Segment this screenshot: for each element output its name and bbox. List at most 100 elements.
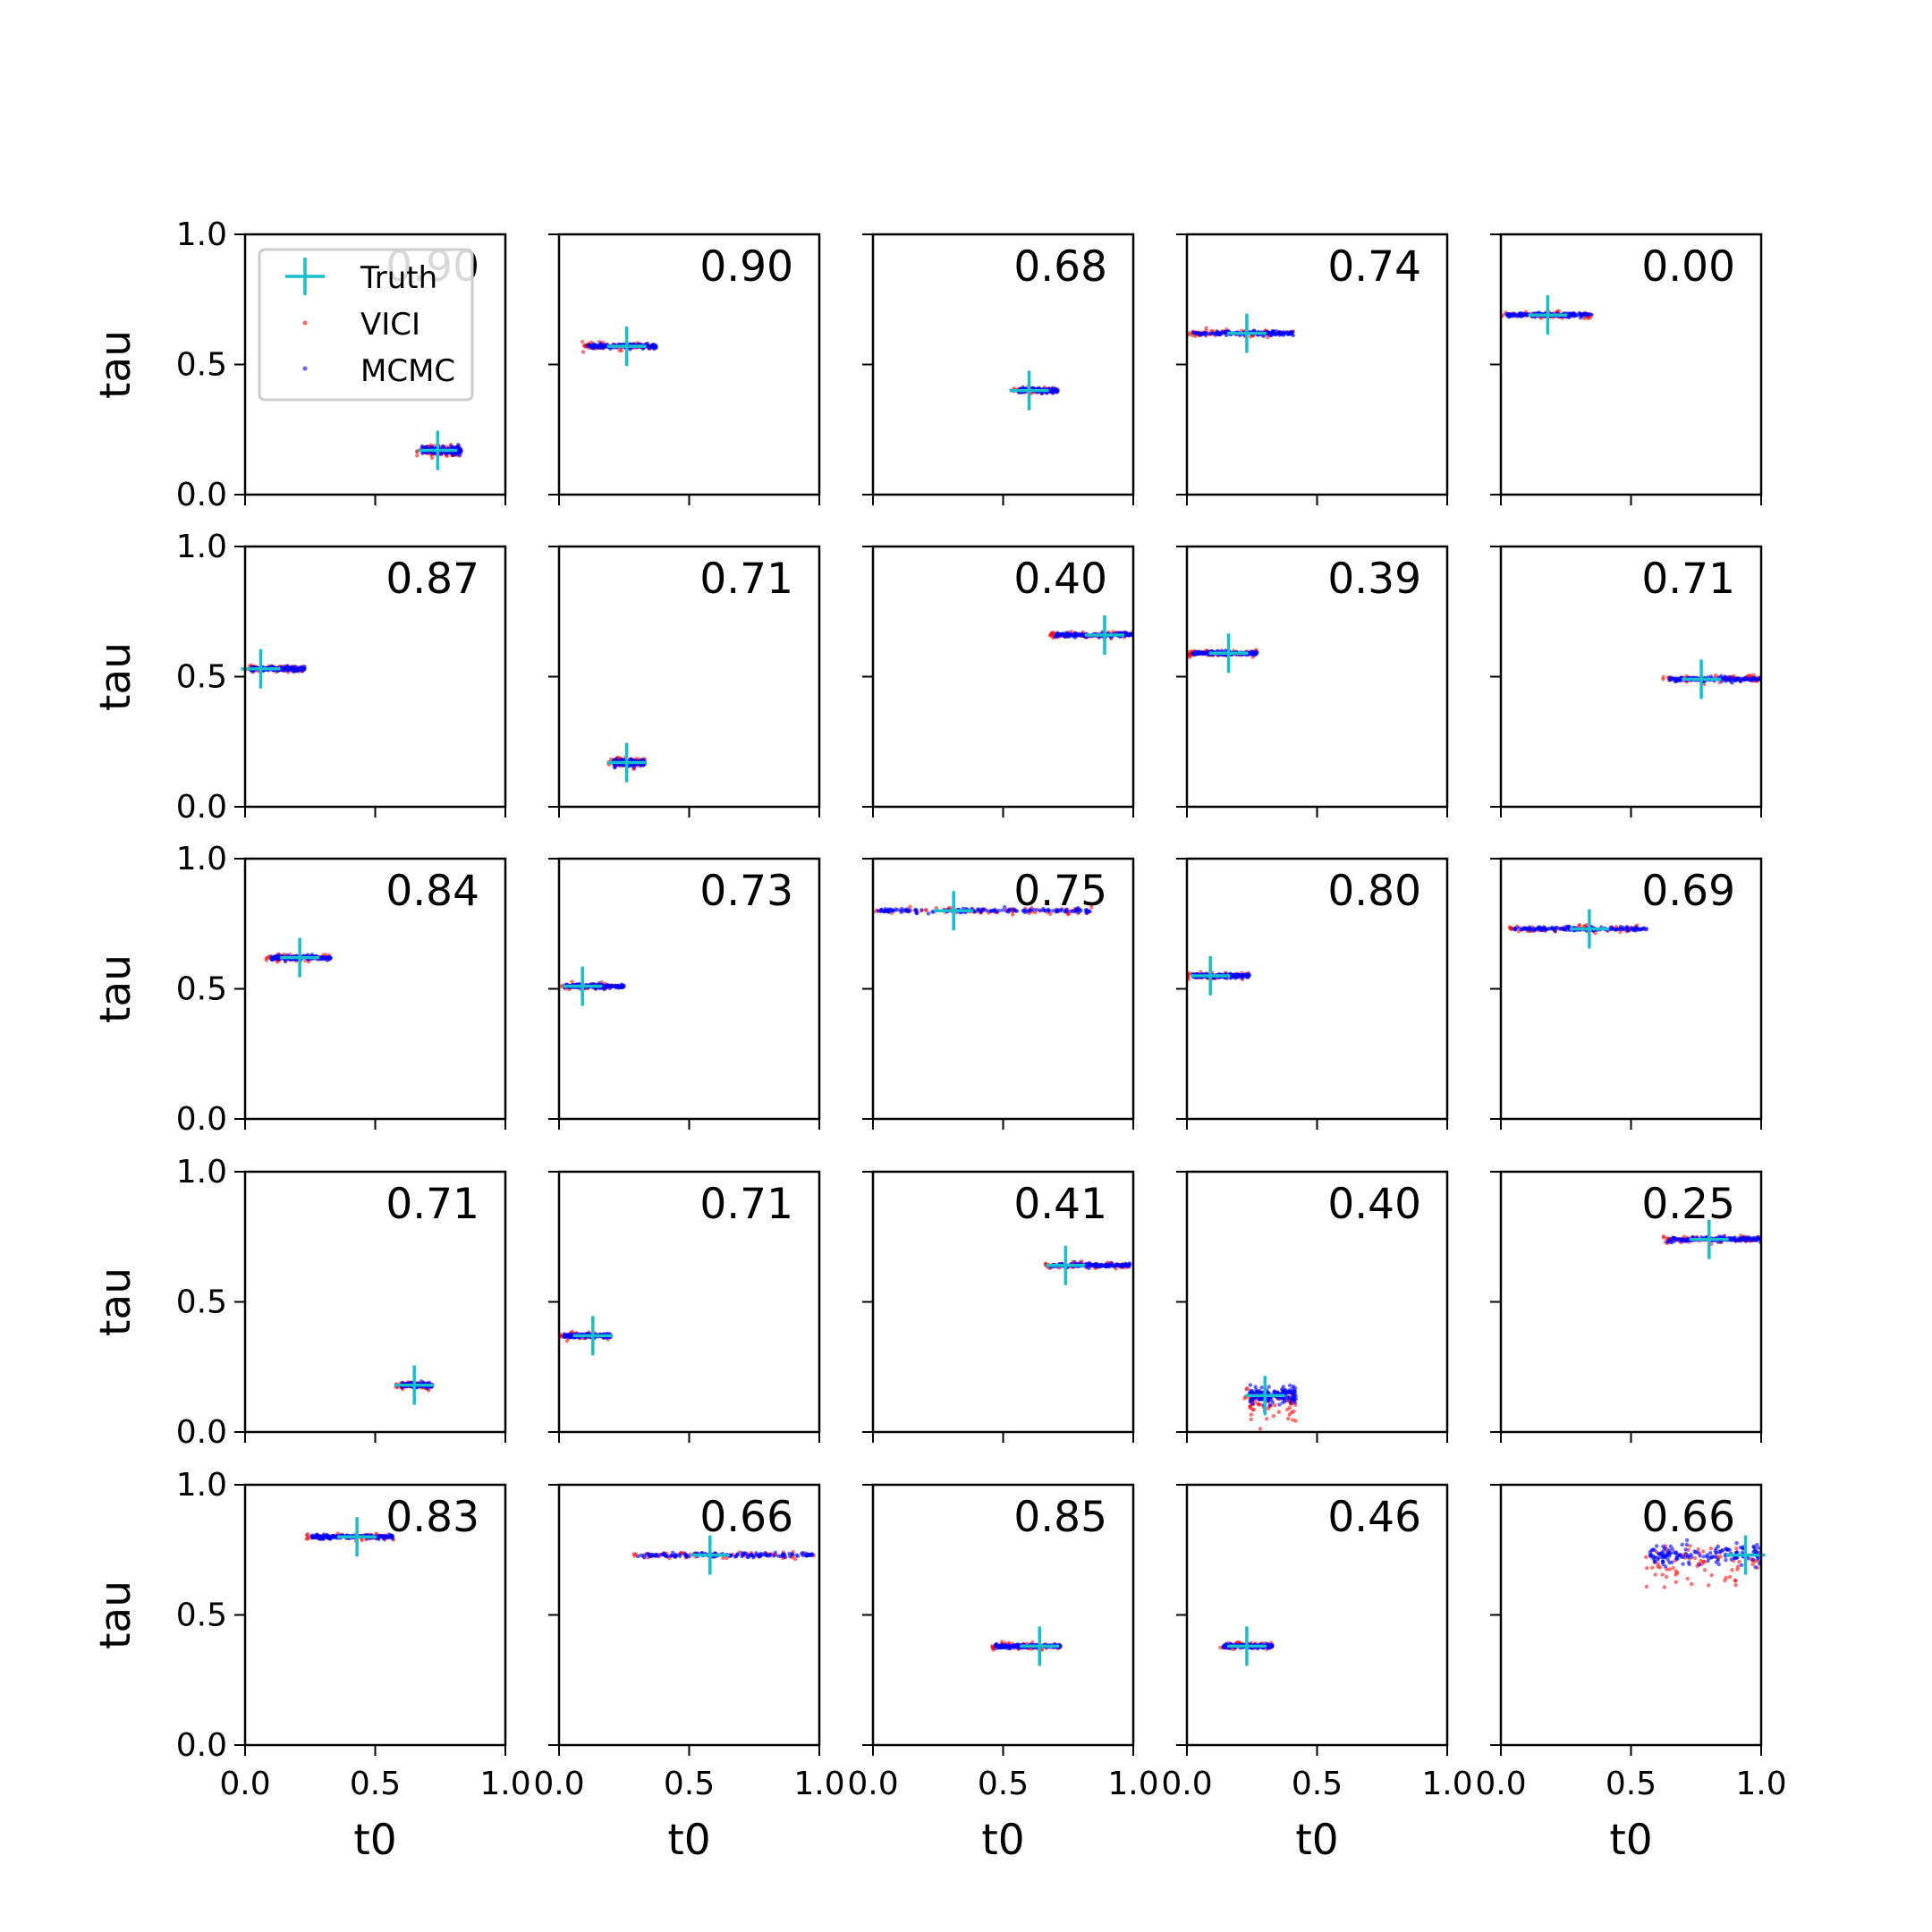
mcmc-sample-point <box>1266 1390 1270 1394</box>
mcmc-sample-point <box>1283 1399 1287 1404</box>
mcmc-sample-point <box>1278 330 1283 335</box>
mcmc-sample-point <box>453 451 458 455</box>
y-tick-label: 0.0 <box>176 1101 227 1138</box>
vici-sample-point <box>1258 1427 1263 1431</box>
mcmc-sample-point <box>1191 652 1197 657</box>
mcmc-sample-point <box>611 984 615 988</box>
panel-1-4: 0.74 <box>1176 233 1449 505</box>
mcmc-sample-point <box>914 911 919 916</box>
panel-2-5: 0.71 <box>1490 545 1763 818</box>
panel-score-label: 0.40 <box>1327 1180 1421 1229</box>
panel-score-label: 0.75 <box>1013 867 1107 916</box>
mcmc-sample-point <box>1673 677 1677 682</box>
mcmc-sample-point <box>1510 312 1514 317</box>
panel-3-2: 0.73 <box>548 857 821 1130</box>
mcmc-sample-point <box>1608 925 1614 929</box>
mcmc-sample-point <box>613 766 617 770</box>
mcmc-sample-point <box>587 343 591 348</box>
mcmc-sample-point <box>1641 926 1646 931</box>
y-tick-label: 1.0 <box>176 1467 227 1504</box>
mcmc-sample-point <box>882 910 887 914</box>
mcmc-sample-point <box>1752 1237 1758 1242</box>
vici-sample-point <box>1011 912 1015 917</box>
mcmc-sample-point <box>295 666 300 672</box>
mcmc-sample-point <box>994 910 999 914</box>
mcmc-sample-point <box>1280 1387 1284 1392</box>
mcmc-sample-point <box>602 987 606 992</box>
mcmc-sample-point <box>456 448 461 453</box>
mcmc-sample-point <box>615 984 620 988</box>
mcmc-sample-point <box>926 911 931 916</box>
mcmc-sample-point <box>322 956 326 961</box>
mcmc-sample-point <box>1667 1240 1673 1244</box>
panels-layer: 0.900.00.51.0tau0.900.680.740.000.870.00… <box>91 216 1787 1865</box>
mcmc-sample-point <box>919 908 924 912</box>
scatter-points <box>1242 1383 1299 1431</box>
mcmc-sample-point <box>1753 677 1758 682</box>
vici-sample-point <box>924 908 928 912</box>
vici-sample-point <box>1242 1396 1247 1401</box>
mcmc-sample-point <box>1014 909 1020 913</box>
vici-sample-point <box>908 904 912 909</box>
mcmc-sample-point <box>1035 907 1039 912</box>
panel-3-5: 0.69 <box>1490 857 1763 1130</box>
panel-1-2: 0.90 <box>548 233 821 505</box>
panel-4-5: 0.25 <box>1490 1170 1763 1443</box>
mcmc-sample-point <box>1669 675 1674 680</box>
mcmc-sample-point <box>1727 677 1732 682</box>
vici-sample-point <box>1204 326 1208 330</box>
panel-4-4: 0.40 <box>1176 1170 1449 1443</box>
vici-sample-point <box>1258 1402 1262 1407</box>
mcmc-sample-point <box>1513 928 1518 932</box>
mcmc-sample-point <box>899 910 903 914</box>
mcmc-sample-point <box>1290 1397 1295 1402</box>
mcmc-sample-point <box>1248 1399 1252 1404</box>
mcmc-sample-point <box>1241 973 1245 978</box>
mcmc-sample-point <box>1120 1263 1124 1268</box>
mcmc-sample-point <box>565 1333 570 1337</box>
mcmc-sample-point <box>1270 1400 1275 1404</box>
mcmc-sample-point <box>1533 927 1538 931</box>
vici-sample-point <box>304 1537 309 1541</box>
mcmc-sample-point <box>1072 631 1078 637</box>
mcmc-sample-point <box>1716 1240 1721 1245</box>
mcmc-sample-point <box>291 669 295 674</box>
panel-score-label: 0.83 <box>386 1493 479 1542</box>
vici-sample-point <box>934 906 939 911</box>
mcmc-sample-point <box>1087 1262 1091 1267</box>
mcmc-sample-point <box>1267 1402 1273 1408</box>
y-axis-label: tau <box>91 1580 140 1649</box>
panel-score-label: 0.40 <box>1013 555 1107 604</box>
panel-score-label: 0.41 <box>1013 1180 1107 1229</box>
mcmc-sample-point <box>440 445 445 449</box>
panel-score-label: 0.74 <box>1327 242 1421 292</box>
mcmc-sample-point <box>1755 1234 1760 1240</box>
mcmc-sample-point <box>591 342 597 346</box>
mcmc-sample-point <box>1291 1386 1295 1391</box>
mcmc-sample-point <box>1223 330 1228 335</box>
vici-sample-point <box>1509 927 1513 932</box>
mcmc-sample-point <box>1291 333 1296 338</box>
mcmc-sample-point <box>1668 1236 1673 1241</box>
y-tick-label: 0.0 <box>176 1727 227 1764</box>
panel-score-label: 0.71 <box>1641 555 1735 604</box>
mcmc-sample-point <box>1261 334 1267 339</box>
mcmc-sample-point <box>1051 389 1056 394</box>
panel-3-3: 0.75 <box>862 857 1135 1130</box>
mcmc-sample-point <box>1074 907 1079 912</box>
y-tick-label: 0.0 <box>176 789 227 826</box>
mcmc-sample-point <box>614 757 619 761</box>
mcmc-sample-point <box>1055 632 1061 637</box>
y-tick-label: 0.5 <box>176 1597 227 1634</box>
y-axis-label: tau <box>91 1267 140 1336</box>
mcmc-sample-point <box>1003 904 1007 910</box>
mcmc-sample-point <box>1079 908 1083 913</box>
mcmc-sample-point <box>981 907 986 911</box>
panel-1-3: 0.68 <box>862 233 1135 505</box>
mcmc-sample-point <box>1277 1402 1282 1407</box>
mcmc-sample-point <box>1059 631 1063 636</box>
mcmc-sample-point <box>1514 313 1519 318</box>
mcmc-sample-point <box>1563 925 1568 929</box>
